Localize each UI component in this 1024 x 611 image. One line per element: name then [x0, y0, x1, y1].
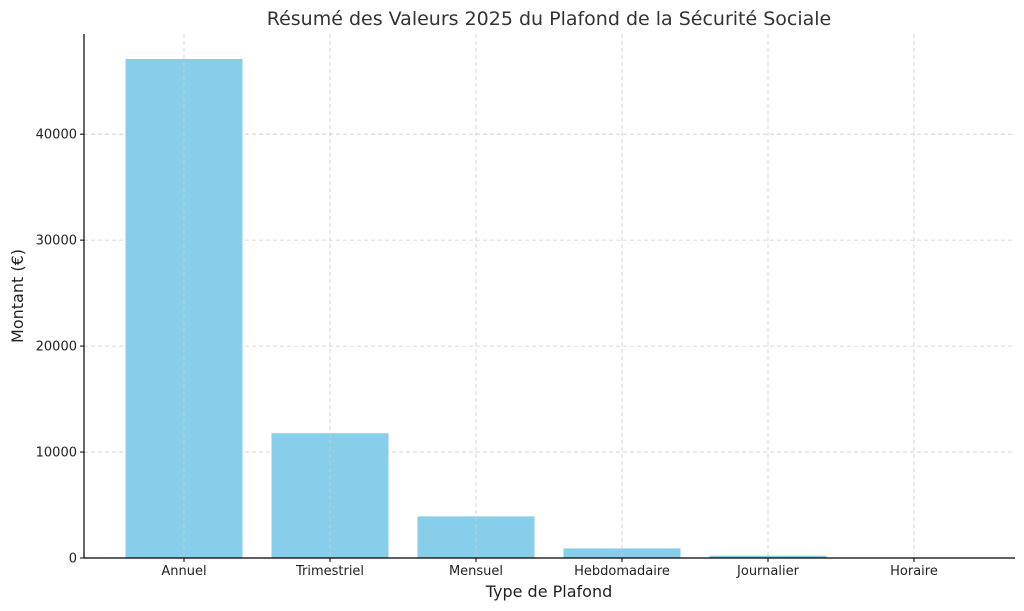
y-tick-label: 10000	[36, 446, 77, 461]
x-tick-label: Horaire	[890, 564, 938, 579]
x-tick-label: Journalier	[736, 564, 800, 579]
bar-journalier	[709, 555, 827, 558]
axes	[83, 34, 1015, 559]
y-tick-label: 20000	[36, 340, 77, 355]
x-tick-label: Annuel	[161, 564, 206, 579]
x-tick-label: Mensuel	[449, 564, 503, 579]
x-ticks: Annuel Trimestriel Mensuel Hebdomadaire Jour…	[161, 558, 938, 579]
x-tick-label: Trimestriel	[295, 564, 364, 579]
y-tick-label: 0	[69, 552, 77, 567]
y-tick-label: 30000	[36, 234, 77, 249]
y-ticks: 0 10000 20000 30000 40000	[36, 128, 84, 567]
chart-title: Résumé des Valeurs 2025 du Plafond de la…	[267, 8, 831, 30]
y-tick-label: 40000	[36, 128, 77, 143]
x-tick-label: Hebdomadaire	[574, 564, 670, 579]
bar-mensuel	[417, 516, 535, 558]
y-axis-label: Montant (€)	[8, 249, 27, 343]
x-axis-label: Type de Plafond	[485, 582, 613, 601]
